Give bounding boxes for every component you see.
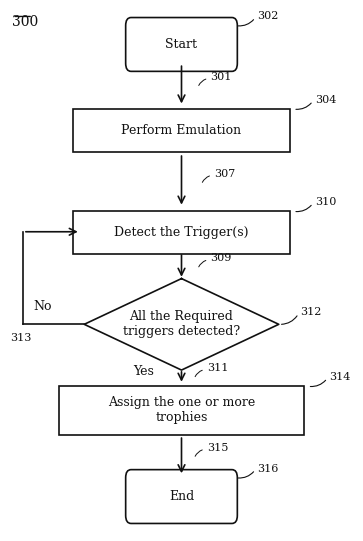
Text: 302: 302	[257, 11, 278, 22]
Text: 301: 301	[210, 72, 232, 82]
Text: Start: Start	[166, 38, 197, 51]
FancyBboxPatch shape	[73, 109, 290, 152]
Text: 311: 311	[207, 363, 228, 373]
Text: End: End	[169, 490, 194, 503]
Text: Yes: Yes	[133, 365, 154, 378]
Text: Perform Emulation: Perform Emulation	[122, 124, 241, 137]
Text: No: No	[33, 300, 52, 313]
Text: 309: 309	[210, 253, 232, 263]
Text: Detect the Trigger(s): Detect the Trigger(s)	[114, 226, 249, 239]
Text: 313: 313	[11, 333, 32, 343]
Text: 312: 312	[300, 307, 322, 318]
Text: Assign the one or more
trophies: Assign the one or more trophies	[108, 397, 255, 425]
FancyBboxPatch shape	[59, 386, 304, 434]
Text: 315: 315	[207, 443, 228, 453]
Text: 300: 300	[12, 15, 38, 29]
FancyBboxPatch shape	[126, 17, 237, 71]
Text: 316: 316	[257, 464, 278, 473]
Text: 307: 307	[214, 169, 235, 179]
Polygon shape	[84, 279, 279, 370]
FancyBboxPatch shape	[73, 212, 290, 254]
FancyBboxPatch shape	[126, 470, 237, 524]
Text: 310: 310	[315, 197, 336, 207]
Text: 314: 314	[329, 372, 351, 382]
Text: All the Required
triggers detected?: All the Required triggers detected?	[123, 311, 240, 338]
Text: 304: 304	[315, 95, 336, 105]
